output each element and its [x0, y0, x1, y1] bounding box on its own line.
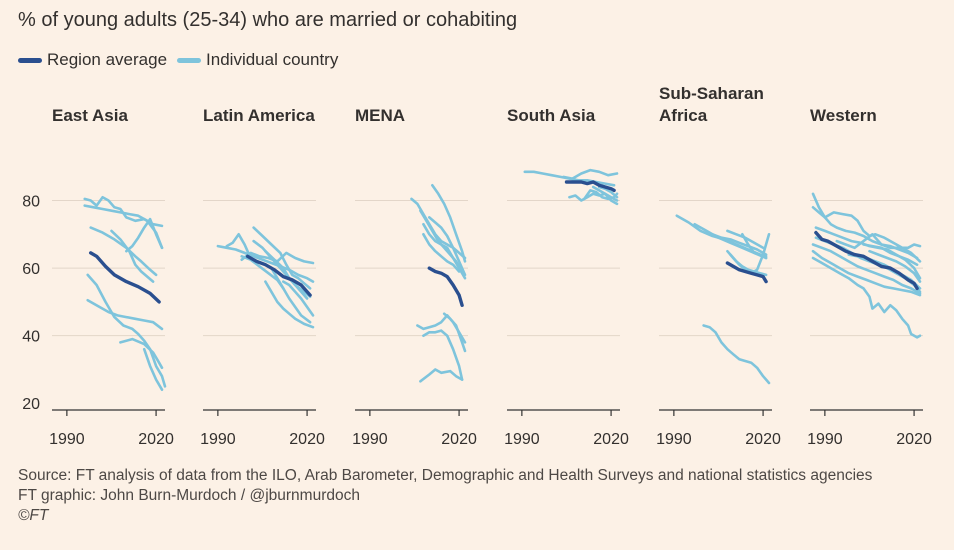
country-line-western	[835, 233, 922, 250]
region-average-line-mena	[427, 266, 464, 307]
chart-title: % of young adults (25-34) who are marrie…	[18, 9, 518, 31]
source-note: Source: FT analysis of data from the ILO…	[18, 467, 873, 484]
country-line-mena	[442, 312, 467, 353]
country-line-south-asia	[562, 168, 619, 180]
x-tick-label: 2020	[138, 431, 174, 448]
x-tick-label: 1990	[200, 431, 236, 448]
panel-title-latin-america: Latin America	[203, 106, 315, 125]
country-line-western	[862, 243, 919, 266]
x-tick-label: 1990	[656, 431, 692, 448]
panel-title-south-asia: South Asia	[507, 106, 596, 125]
panel-title-sub-saharan-africa: Africa	[659, 106, 708, 125]
region-average-line-sub-saharan-africa	[725, 261, 768, 284]
country-line-east-asia	[83, 204, 164, 250]
country-line-mena	[410, 197, 467, 260]
country-line-mena	[422, 233, 461, 273]
country-line-latin-america	[252, 226, 312, 290]
credit-note: FT graphic: John Burn-Murdoch / @jburnmu…	[18, 487, 360, 504]
country-line-south-asia	[591, 185, 619, 202]
legend: Region average Individual country	[18, 50, 348, 70]
country-line-sub-saharan-africa	[702, 324, 771, 385]
x-tick-label: 1990	[807, 431, 843, 448]
region-average-line-south-asia	[564, 180, 616, 193]
country-line-mena	[422, 329, 464, 381]
y-tick-label: 20	[22, 396, 40, 413]
country-line-sub-saharan-africa	[729, 253, 768, 277]
legend-swatch-region	[18, 57, 42, 63]
x-tick-label: 1990	[352, 431, 388, 448]
x-tick-label: 2020	[745, 431, 781, 448]
x-tick-label: 2020	[593, 431, 629, 448]
country-line-western	[811, 249, 922, 297]
panel-title-sub-saharan-africa: Sub-Saharan	[659, 84, 764, 103]
country-line-mena	[431, 184, 467, 263]
country-line-east-asia	[119, 337, 164, 370]
legend-label-country: Individual country	[206, 50, 339, 69]
country-line-sub-saharan-africa	[741, 233, 768, 258]
country-line-mena	[419, 368, 464, 383]
country-line-western	[868, 249, 922, 283]
country-line-mena	[428, 216, 467, 277]
country-line-east-asia	[86, 298, 164, 331]
panel-title-east-asia: East Asia	[52, 106, 128, 125]
x-tick-label: 1990	[504, 431, 540, 448]
country-line-latin-america	[216, 244, 315, 283]
footer: Source: FT analysis of data from the ILO…	[18, 466, 872, 526]
region-average-line-western	[814, 230, 919, 291]
country-line-western	[811, 206, 922, 263]
small-multiples-chart: 20 40 60 80 East Asia 1990 2020 Latin America 19…	[22, 84, 932, 448]
country-line-latin-america	[240, 255, 285, 290]
y-tick-label: 60	[22, 261, 40, 278]
x-tick-label: 2020	[441, 431, 477, 448]
legend-item-region: Region average	[18, 50, 167, 70]
country-line-mena	[422, 222, 467, 280]
country-line-latin-america	[270, 266, 312, 324]
country-line-latin-america	[252, 239, 309, 300]
country-line-south-asia	[583, 189, 619, 201]
country-line-western	[811, 256, 922, 339]
legend-label-region: Region average	[47, 50, 168, 69]
panel-title-mena: MENA	[355, 106, 405, 125]
region-average-line-east-asia	[89, 251, 161, 304]
country-line-east-asia	[110, 229, 155, 283]
region-average-line-latin-america	[245, 254, 312, 297]
country-line-east-asia	[125, 217, 164, 253]
x-tick-label: 1990	[49, 431, 85, 448]
country-line-east-asia	[142, 347, 164, 391]
x-tick-label: 2020	[896, 431, 932, 448]
legend-item-country: Individual country	[177, 50, 338, 70]
country-line-latin-america	[225, 233, 252, 260]
country-line-western	[811, 243, 922, 295]
country-line-sub-saharan-africa	[711, 233, 768, 256]
x-tick-label: 2020	[289, 431, 325, 448]
y-tick-label: 80	[22, 194, 40, 211]
country-line-east-asia	[86, 273, 167, 388]
legend-swatch-country	[177, 57, 202, 63]
copyright-note: ©FT	[18, 507, 49, 524]
country-line-latin-america	[282, 280, 315, 317]
y-tick-label: 40	[22, 329, 40, 346]
panel-title-western: Western	[810, 106, 877, 125]
country-line-latin-america	[264, 280, 315, 329]
